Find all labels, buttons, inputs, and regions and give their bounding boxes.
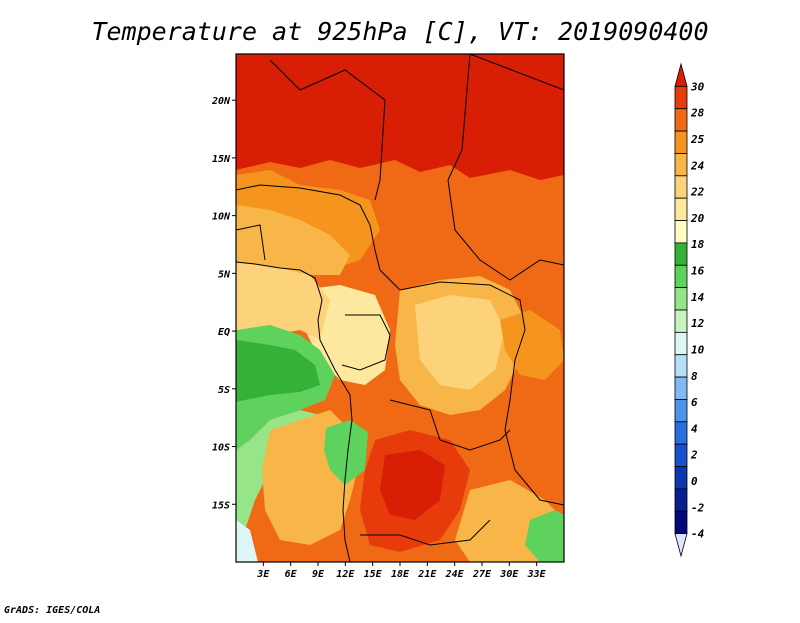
x-tick-label: 18E: [391, 569, 410, 580]
colorbar-swatch: [674, 108, 688, 132]
colorbar-swatch: [674, 197, 688, 221]
y-tick-label: EQ: [218, 327, 230, 338]
colorbar-swatch: [674, 287, 688, 311]
colorbar-label: 10: [691, 343, 705, 356]
colorbar-label: 25: [690, 133, 705, 146]
border-line: [341, 314, 391, 371]
x-tick-label: 33E: [527, 569, 547, 580]
colorbar-swatch: [674, 62, 688, 87]
colorbar-label: -2: [691, 501, 705, 514]
x-axis-ticks: 3E 6E 9E 12E 15E 18E 21E 24E 27E 30E 33E: [256, 562, 547, 580]
x-tick-label: 24E: [445, 569, 465, 580]
x-tick-label: 3E: [256, 569, 270, 580]
border-line: [399, 281, 564, 506]
field-east-rift: [500, 310, 564, 380]
y-tick-label: 10S: [212, 443, 230, 454]
border-line: [360, 519, 491, 546]
colorbar-label: 30: [690, 80, 705, 93]
colorbar-swatch: [674, 220, 688, 244]
colorbar-swatch: [674, 331, 688, 356]
colorbar-swatch: [674, 85, 688, 110]
x-tick-label: 21E: [417, 569, 437, 580]
colorbar-swatch: [674, 354, 688, 378]
colorbar-label: 22: [690, 186, 705, 199]
colorbar-label: 0: [691, 475, 698, 488]
colorbar-label: 16: [691, 265, 705, 278]
colorbar-swatch: [674, 264, 688, 289]
colorbar-label: 8: [691, 370, 698, 383]
colorbar-label: 28: [690, 107, 705, 120]
border-line: [447, 54, 564, 281]
y-tick-label: 5N: [218, 269, 231, 280]
colorbar-label: 12: [691, 317, 705, 330]
field-hot-north: [236, 54, 564, 180]
colorbar-label: 2: [690, 449, 698, 462]
y-tick-label: 5S: [218, 385, 230, 396]
x-tick-label: 27E: [472, 569, 492, 580]
y-tick-label: 15N: [212, 154, 231, 165]
field-ocean: [236, 262, 330, 340]
colorbar-swatch: [674, 242, 688, 266]
y-axis-ticks: 20N 15N 10N 5N EQ 5S 10S 15S: [211, 96, 236, 511]
colorbar-swatch: [674, 399, 688, 423]
colorbar-swatch: [674, 443, 688, 467]
y-tick-label: 15S: [212, 500, 230, 511]
field-sw-corner: [236, 520, 258, 562]
colorbar-swatch: [674, 153, 688, 177]
colorbar-swatch: [674, 309, 688, 333]
plot-title: Temperature at 925hPa [C], VT: 201909040…: [91, 17, 708, 46]
field-angola-green: [324, 420, 368, 485]
colorbar-label: 20: [690, 212, 705, 225]
border-line: [236, 184, 401, 291]
field-congo-inner: [415, 295, 505, 390]
coastline: [236, 261, 353, 562]
colorbar-swatch: [674, 510, 688, 535]
colorbar-swatch: [674, 130, 688, 154]
colorbar-label: 4: [691, 422, 698, 435]
field-southeast-green: [525, 510, 564, 562]
y-tick-label: 10N: [212, 212, 231, 223]
colorbar-label: -4: [691, 528, 705, 541]
colorbar-label: 18: [691, 238, 705, 251]
credit-text: GrADS: IGES/COLA: [4, 605, 100, 616]
x-tick-label: 15E: [364, 569, 383, 580]
x-tick-label: 30E: [499, 569, 519, 580]
colorbar-label: 24: [690, 159, 705, 172]
temperature-map: 3E 6E 9E 12E 15E 18E 21E 24E 27E 30E 33E 20N 15N 10N…: [211, 53, 565, 580]
x-tick-label: 9E: [312, 569, 325, 580]
y-tick-label: 20N: [211, 96, 231, 107]
border-line: [269, 59, 386, 201]
x-tick-label: 6E: [285, 569, 298, 580]
field-ocean-green-dark: [236, 340, 320, 402]
border-line: [469, 54, 564, 91]
border-line: [236, 224, 266, 261]
colorbar-label: 14: [691, 291, 705, 304]
colorbar-swatch: [674, 466, 688, 490]
colorbar-swatch: [674, 376, 688, 400]
colorbar-label: 6: [691, 396, 698, 409]
colorbar-swatch: [674, 488, 688, 512]
colorbar-swatch: [674, 533, 688, 558]
x-tick-label: 12E: [336, 569, 355, 580]
colorbar-swatch: [674, 175, 688, 199]
border-line: [389, 399, 511, 451]
field-south-hottest: [380, 450, 445, 520]
colorbar-swatch: [674, 421, 688, 445]
